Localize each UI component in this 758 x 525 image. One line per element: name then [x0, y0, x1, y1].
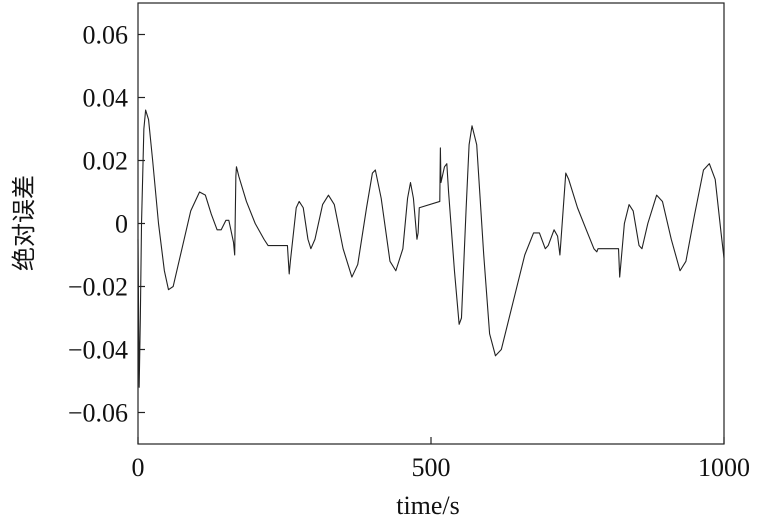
x-tick-label: 1000 [698, 453, 750, 482]
y-tick-label: −0.06 [68, 399, 128, 428]
x-axis-label: time/s [396, 491, 460, 520]
series-line [137, 109, 725, 388]
y-tick-label: 0 [115, 210, 128, 239]
plot-frame [137, 2, 725, 445]
y-tick-label: −0.04 [68, 336, 128, 365]
y-tick-label: 0.04 [83, 84, 129, 113]
y-tick-label: −0.02 [68, 273, 128, 302]
x-tick-label: 500 [412, 453, 451, 482]
x-tick-label: 0 [132, 453, 145, 482]
y-axis-label: 绝对误差 [10, 175, 38, 271]
y-tick-label: 0.02 [83, 147, 129, 176]
y-tick-label: 0.06 [83, 21, 129, 50]
